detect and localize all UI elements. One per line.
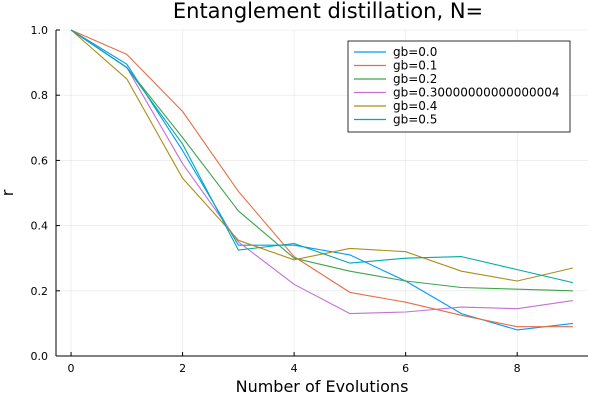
y-tick-label: 0.6 bbox=[31, 154, 49, 167]
series-line bbox=[70, 29, 574, 284]
legend: gb=0.0gb=0.1gb=0.2gb=0.30000000000000004… bbox=[347, 40, 571, 133]
x-tick-label: 0 bbox=[68, 362, 75, 375]
series-line bbox=[70, 29, 573, 331]
y-tick-label: 0.2 bbox=[31, 285, 49, 298]
y-tick-label: 1.0 bbox=[31, 24, 49, 37]
series-line bbox=[70, 29, 573, 292]
legend-label: gb=0.5 bbox=[393, 113, 437, 127]
legend-label: gb=0.30000000000000004 bbox=[393, 86, 560, 100]
series-line bbox=[70, 29, 573, 315]
legend-label: gb=0.2 bbox=[393, 72, 437, 86]
x-axis-label: Number of Evolutions bbox=[236, 377, 409, 396]
axes: 0 2 4 6 8 0.0 0.2 0.4 0.6 0.8 1.0 bbox=[31, 24, 588, 375]
y-axis-label: r bbox=[0, 189, 17, 196]
x-tick-label: 6 bbox=[402, 362, 409, 375]
legend-label: gb=0.0 bbox=[393, 45, 437, 59]
legend-box bbox=[347, 40, 571, 133]
x-tick-label: 8 bbox=[514, 362, 521, 375]
series-lines bbox=[70, 29, 574, 331]
y-tick-label: 0.4 bbox=[31, 220, 49, 233]
y-tick-label: 0.8 bbox=[31, 89, 49, 102]
x-tick-label: 2 bbox=[179, 362, 186, 375]
series-line bbox=[70, 29, 573, 328]
y-tick-label: 0.0 bbox=[31, 350, 49, 363]
legend-label: gb=0.1 bbox=[393, 59, 437, 73]
x-tick-label: 4 bbox=[291, 362, 298, 375]
series-line bbox=[70, 29, 574, 282]
chart-title: Entanglement distillation, N= bbox=[173, 0, 483, 23]
legend-label: gb=0.4 bbox=[393, 99, 437, 113]
